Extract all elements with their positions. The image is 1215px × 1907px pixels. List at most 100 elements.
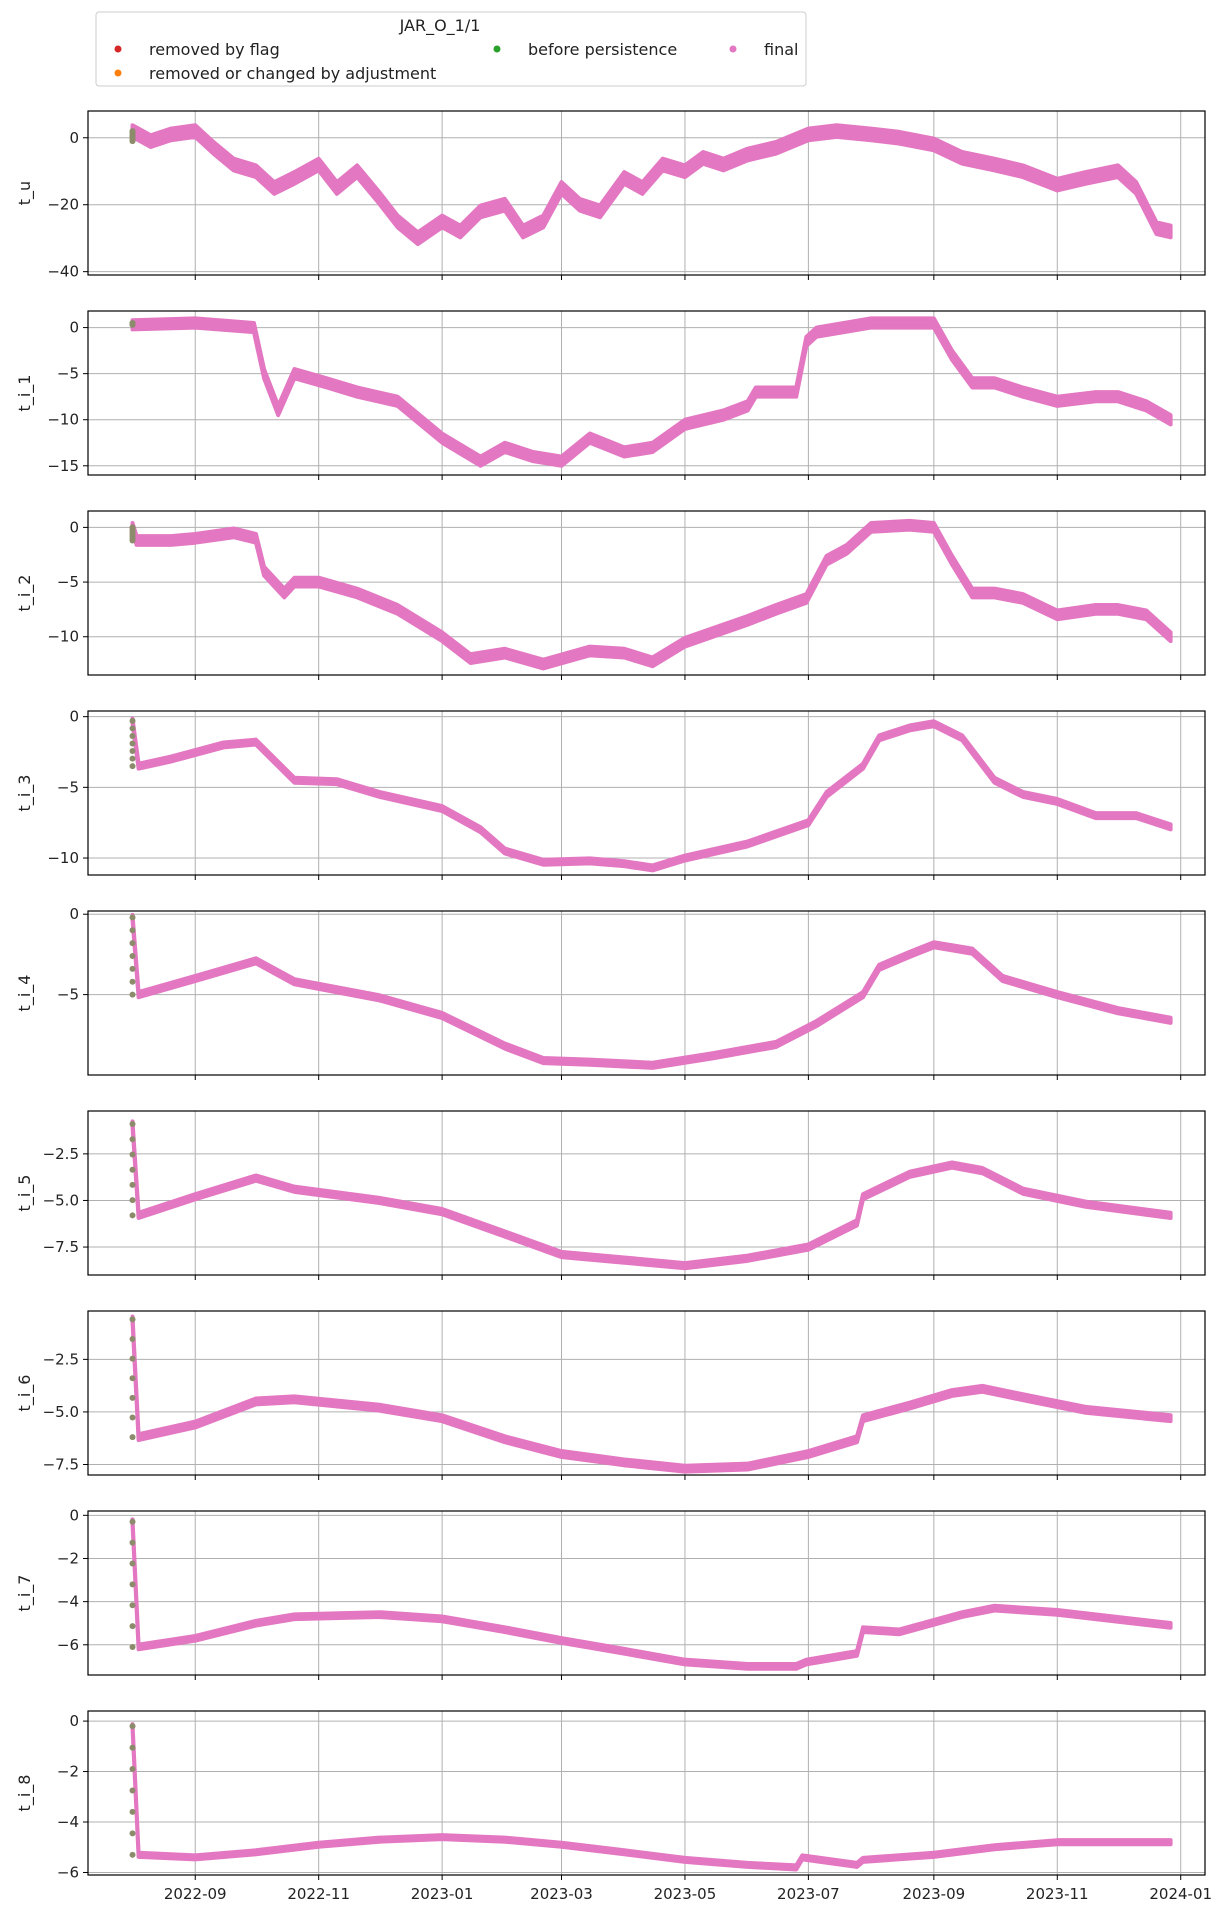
series-band-final <box>130 1119 1173 1271</box>
y-tick-label: −7.5 <box>43 1238 79 1256</box>
y-axis-label: t_i_2 <box>15 575 35 612</box>
data-point-adjusted <box>129 1643 136 1650</box>
y-tick-label: −2.5 <box>43 1350 79 1368</box>
axes-frame <box>87 1710 1206 1876</box>
data-point-adjusted <box>129 1766 136 1773</box>
data-point-adjusted <box>129 914 136 921</box>
x-tick-label: 2023-03 <box>530 1885 593 1902</box>
data-point-adjusted <box>129 1375 136 1382</box>
data-point-adjusted <box>129 1434 136 1441</box>
y-tick-label: 0 <box>69 1506 79 1524</box>
y-axis-label: t_i_4 <box>15 975 35 1012</box>
data-point-adjusted <box>129 725 136 732</box>
x-tick-label: 2022-09 <box>164 1885 227 1902</box>
y-tick-label: −4 <box>57 1593 79 1611</box>
data-point-adjusted <box>129 1830 136 1837</box>
y-tick-label: −40 <box>47 263 79 281</box>
data-point-adjusted <box>129 1316 136 1323</box>
y-tick-label: −10 <box>47 628 79 646</box>
y-tick-label: −10 <box>47 411 79 429</box>
data-point-adjusted <box>129 1518 136 1525</box>
series-band-final <box>130 518 1173 671</box>
data-point-adjusted <box>129 1787 136 1794</box>
panel-t_i_1: 0 −5 −10 −15 t_i_1 <box>15 310 1206 480</box>
axes-frame <box>87 1310 1206 1476</box>
x-tick-label: 2023-11 <box>1026 1885 1089 1902</box>
data-point-adjusted <box>129 755 136 762</box>
x-tick-label: 2023-07 <box>777 1885 840 1902</box>
data-point-adjusted <box>129 965 136 972</box>
data-point-adjusted <box>129 748 136 755</box>
legend-label-removed-by-flag: removed by flag <box>149 40 280 59</box>
data-point-adjusted <box>129 1623 136 1630</box>
y-tick-label: −10 <box>47 849 79 867</box>
y-tick-label: −5.0 <box>43 1403 79 1421</box>
axes-frame <box>87 310 1206 476</box>
y-axis-label: t_i_3 <box>15 775 35 812</box>
legend-marker-before-persistence <box>493 45 501 53</box>
data-point-adjusted <box>129 138 136 145</box>
data-point-adjusted <box>129 1744 136 1751</box>
y-axis-label: t_i_5 <box>15 1175 35 1212</box>
y-tick-label: 0 <box>69 319 79 337</box>
data-point-adjusted <box>129 763 136 770</box>
legend-label-before-persistence: before persistence <box>528 40 677 59</box>
panel-t_u: 0 −20 −40 t_u <box>15 110 1206 281</box>
series-band-final <box>130 912 1173 1070</box>
legend: JAR_O_1/1 removed by flag removed or cha… <box>95 11 807 87</box>
series-band-final <box>130 716 1173 873</box>
data-point-adjusted <box>129 991 136 998</box>
y-axis-label: t_i_8 <box>15 1775 35 1812</box>
data-point-adjusted <box>129 319 136 326</box>
x-axis: 2022-09 2022-11 2023-01 2023-03 2023-05 2023-… <box>164 1885 1212 1903</box>
y-tick-label: −2 <box>57 1763 79 1781</box>
series-band-final <box>130 123 1173 247</box>
data-point-adjusted <box>129 1121 136 1128</box>
panel-t_i_2: 0 −5 −10 t_i_2 <box>15 510 1206 680</box>
y-tick-label: −4 <box>57 1813 79 1831</box>
y-tick-label: 0 <box>69 129 79 147</box>
data-point-adjusted <box>129 953 136 960</box>
data-point-adjusted <box>129 1355 136 1362</box>
data-point-adjusted <box>129 1136 136 1143</box>
data-point-adjusted <box>129 537 136 544</box>
axes-frame <box>87 710 1206 876</box>
data-point-adjusted <box>129 1336 136 1343</box>
data-point-adjusted <box>129 1181 136 1188</box>
axes-frame <box>87 510 1206 676</box>
y-tick-label: 0 <box>69 518 79 536</box>
data-point-adjusted <box>129 1851 136 1858</box>
axes-frame <box>87 110 1206 276</box>
axes-frame <box>87 1110 1206 1276</box>
y-axis-label: t_i_1 <box>15 375 35 412</box>
y-tick-label: 0 <box>69 1712 79 1730</box>
x-tick-label: 2024-01 <box>1149 1885 1212 1902</box>
data-point-adjusted <box>129 1602 136 1609</box>
panel-t_i_3: 0 −5 −10 t_i_3 <box>15 708 1206 880</box>
axes-frame <box>87 910 1206 1076</box>
legend-label-removed-or-changed-by-adjustment: removed or changed by adjustment <box>149 64 436 83</box>
data-point-adjusted <box>129 1539 136 1546</box>
series-band-final <box>130 1517 1173 1671</box>
y-tick-label: −7.5 <box>43 1455 79 1473</box>
y-tick-label: −20 <box>47 196 79 214</box>
y-tick-label: −5.0 <box>43 1191 79 1209</box>
y-tick-label: −5 <box>57 778 79 796</box>
panel-t_i_8: 0 −2 −4 −6 t_i_8 <box>15 1710 1206 1881</box>
x-tick-label: 2023-05 <box>654 1885 717 1902</box>
y-axis-label: t_i_6 <box>15 1375 35 1412</box>
y-tick-label: −5 <box>57 573 79 591</box>
y-tick-label: −2 <box>57 1549 79 1567</box>
data-point-adjusted <box>129 978 136 985</box>
data-point-adjusted <box>129 1197 136 1204</box>
legend-marker-removed-by-flag <box>114 45 122 53</box>
legend-label-final: final <box>764 40 798 59</box>
panel-t_i_4: 0 −5 t_i_4 <box>15 905 1206 1080</box>
panels: 0−20−40t_u0−5−10−15t_i_10−5−10t_i_20−5−1… <box>15 110 1206 1881</box>
data-point-adjusted <box>129 1808 136 1815</box>
y-tick-label: −5 <box>57 986 79 1004</box>
data-point-adjusted <box>129 1414 136 1421</box>
panel-t_i_5: −2.5 −5.0 −7.5 t_i_5 <box>15 1110 1206 1280</box>
data-point-adjusted <box>129 717 136 724</box>
